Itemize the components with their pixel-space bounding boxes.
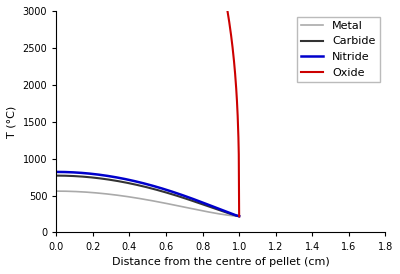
Line: Oxide: Oxide	[56, 0, 239, 216]
Carbide	[232, 213, 237, 217]
Nitride	[204, 202, 208, 206]
Carbide	[153, 188, 158, 191]
Nitride	[163, 188, 168, 191]
Metal	[141, 198, 146, 201]
Nitride	[237, 215, 242, 218]
Metal	[163, 202, 168, 205]
X-axis label: Distance from the centre of pellet (cm): Distance from the centre of pellet (cm)	[112, 257, 330, 267]
Metal	[153, 200, 158, 203]
Nitride	[153, 185, 158, 188]
Carbide	[237, 215, 242, 218]
Carbide	[163, 190, 168, 194]
Line: Metal: Metal	[56, 191, 239, 216]
Carbide	[142, 185, 147, 188]
Carbide	[54, 174, 59, 177]
Nitride	[232, 213, 237, 216]
Metal	[204, 210, 208, 213]
Metal	[237, 215, 242, 218]
Nitride	[141, 182, 146, 185]
Carbide	[204, 204, 208, 207]
Line: Nitride: Nitride	[56, 172, 239, 216]
Metal	[54, 190, 59, 193]
Metal	[142, 198, 147, 201]
Oxide	[237, 215, 242, 218]
Oxide	[232, 68, 237, 71]
Nitride	[54, 170, 59, 173]
Carbide	[141, 185, 146, 188]
Line: Carbide: Carbide	[56, 176, 239, 216]
Metal	[232, 214, 237, 218]
Nitride	[142, 182, 147, 185]
Y-axis label: T (°C): T (°C)	[7, 105, 17, 138]
Legend: Metal, Carbide, Nitride, Oxide: Metal, Carbide, Nitride, Oxide	[296, 16, 380, 82]
